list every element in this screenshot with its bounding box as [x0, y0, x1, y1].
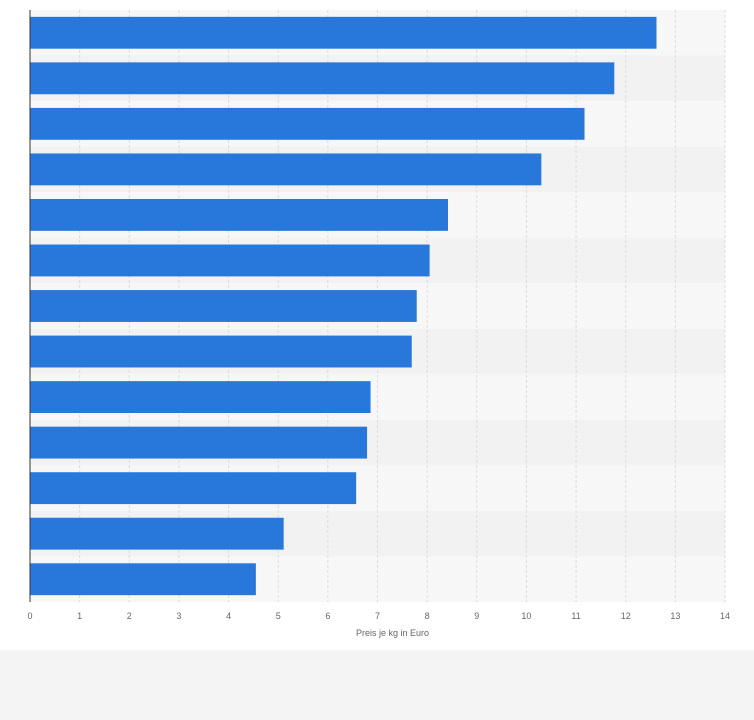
x-tick-label: 1: [77, 611, 82, 621]
x-tick-label: 7: [375, 611, 380, 621]
x-tick-label: 10: [521, 611, 531, 621]
chart-container: 0 1 2 3 4 5 6 7 8 9 10 11 12 13 14 Preis je kg in Euro: [0, 0, 754, 650]
bar: [30, 381, 371, 414]
bar: [30, 153, 542, 186]
x-tick-label: 14: [720, 611, 730, 621]
x-tick-label: 8: [425, 611, 430, 621]
x-axis-title: Preis je kg in Euro: [356, 628, 429, 638]
x-tick-label: 5: [276, 611, 281, 621]
x-tick-label: 6: [325, 611, 330, 621]
x-tick-label: 13: [670, 611, 680, 621]
footer-area: [0, 650, 754, 720]
x-tick-label: 12: [621, 611, 631, 621]
bars: [30, 16, 657, 596]
bar: [30, 472, 357, 505]
bar: [30, 107, 585, 140]
bar: [30, 426, 368, 459]
x-tick-label: 3: [176, 611, 181, 621]
bar: [30, 198, 448, 231]
bar: [30, 62, 615, 95]
x-tick-label: 9: [474, 611, 479, 621]
bar: [30, 335, 412, 368]
bar: [30, 16, 657, 49]
x-tick-label: 0: [27, 611, 32, 621]
bar: [30, 517, 284, 550]
bar-chart: 0 1 2 3 4 5 6 7 8 9 10 11 12 13 14 Preis je kg in Euro: [27, 10, 730, 638]
bar: [30, 244, 430, 277]
x-tick-label: 4: [226, 611, 231, 621]
x-tick-label: 11: [571, 611, 580, 621]
bar: [30, 290, 417, 322]
x-tick-label: 2: [127, 611, 132, 621]
bar: [30, 563, 256, 596]
x-axis-ticks: 0 1 2 3 4 5 6 7 8 9 10 11 12 13 14: [27, 611, 730, 621]
